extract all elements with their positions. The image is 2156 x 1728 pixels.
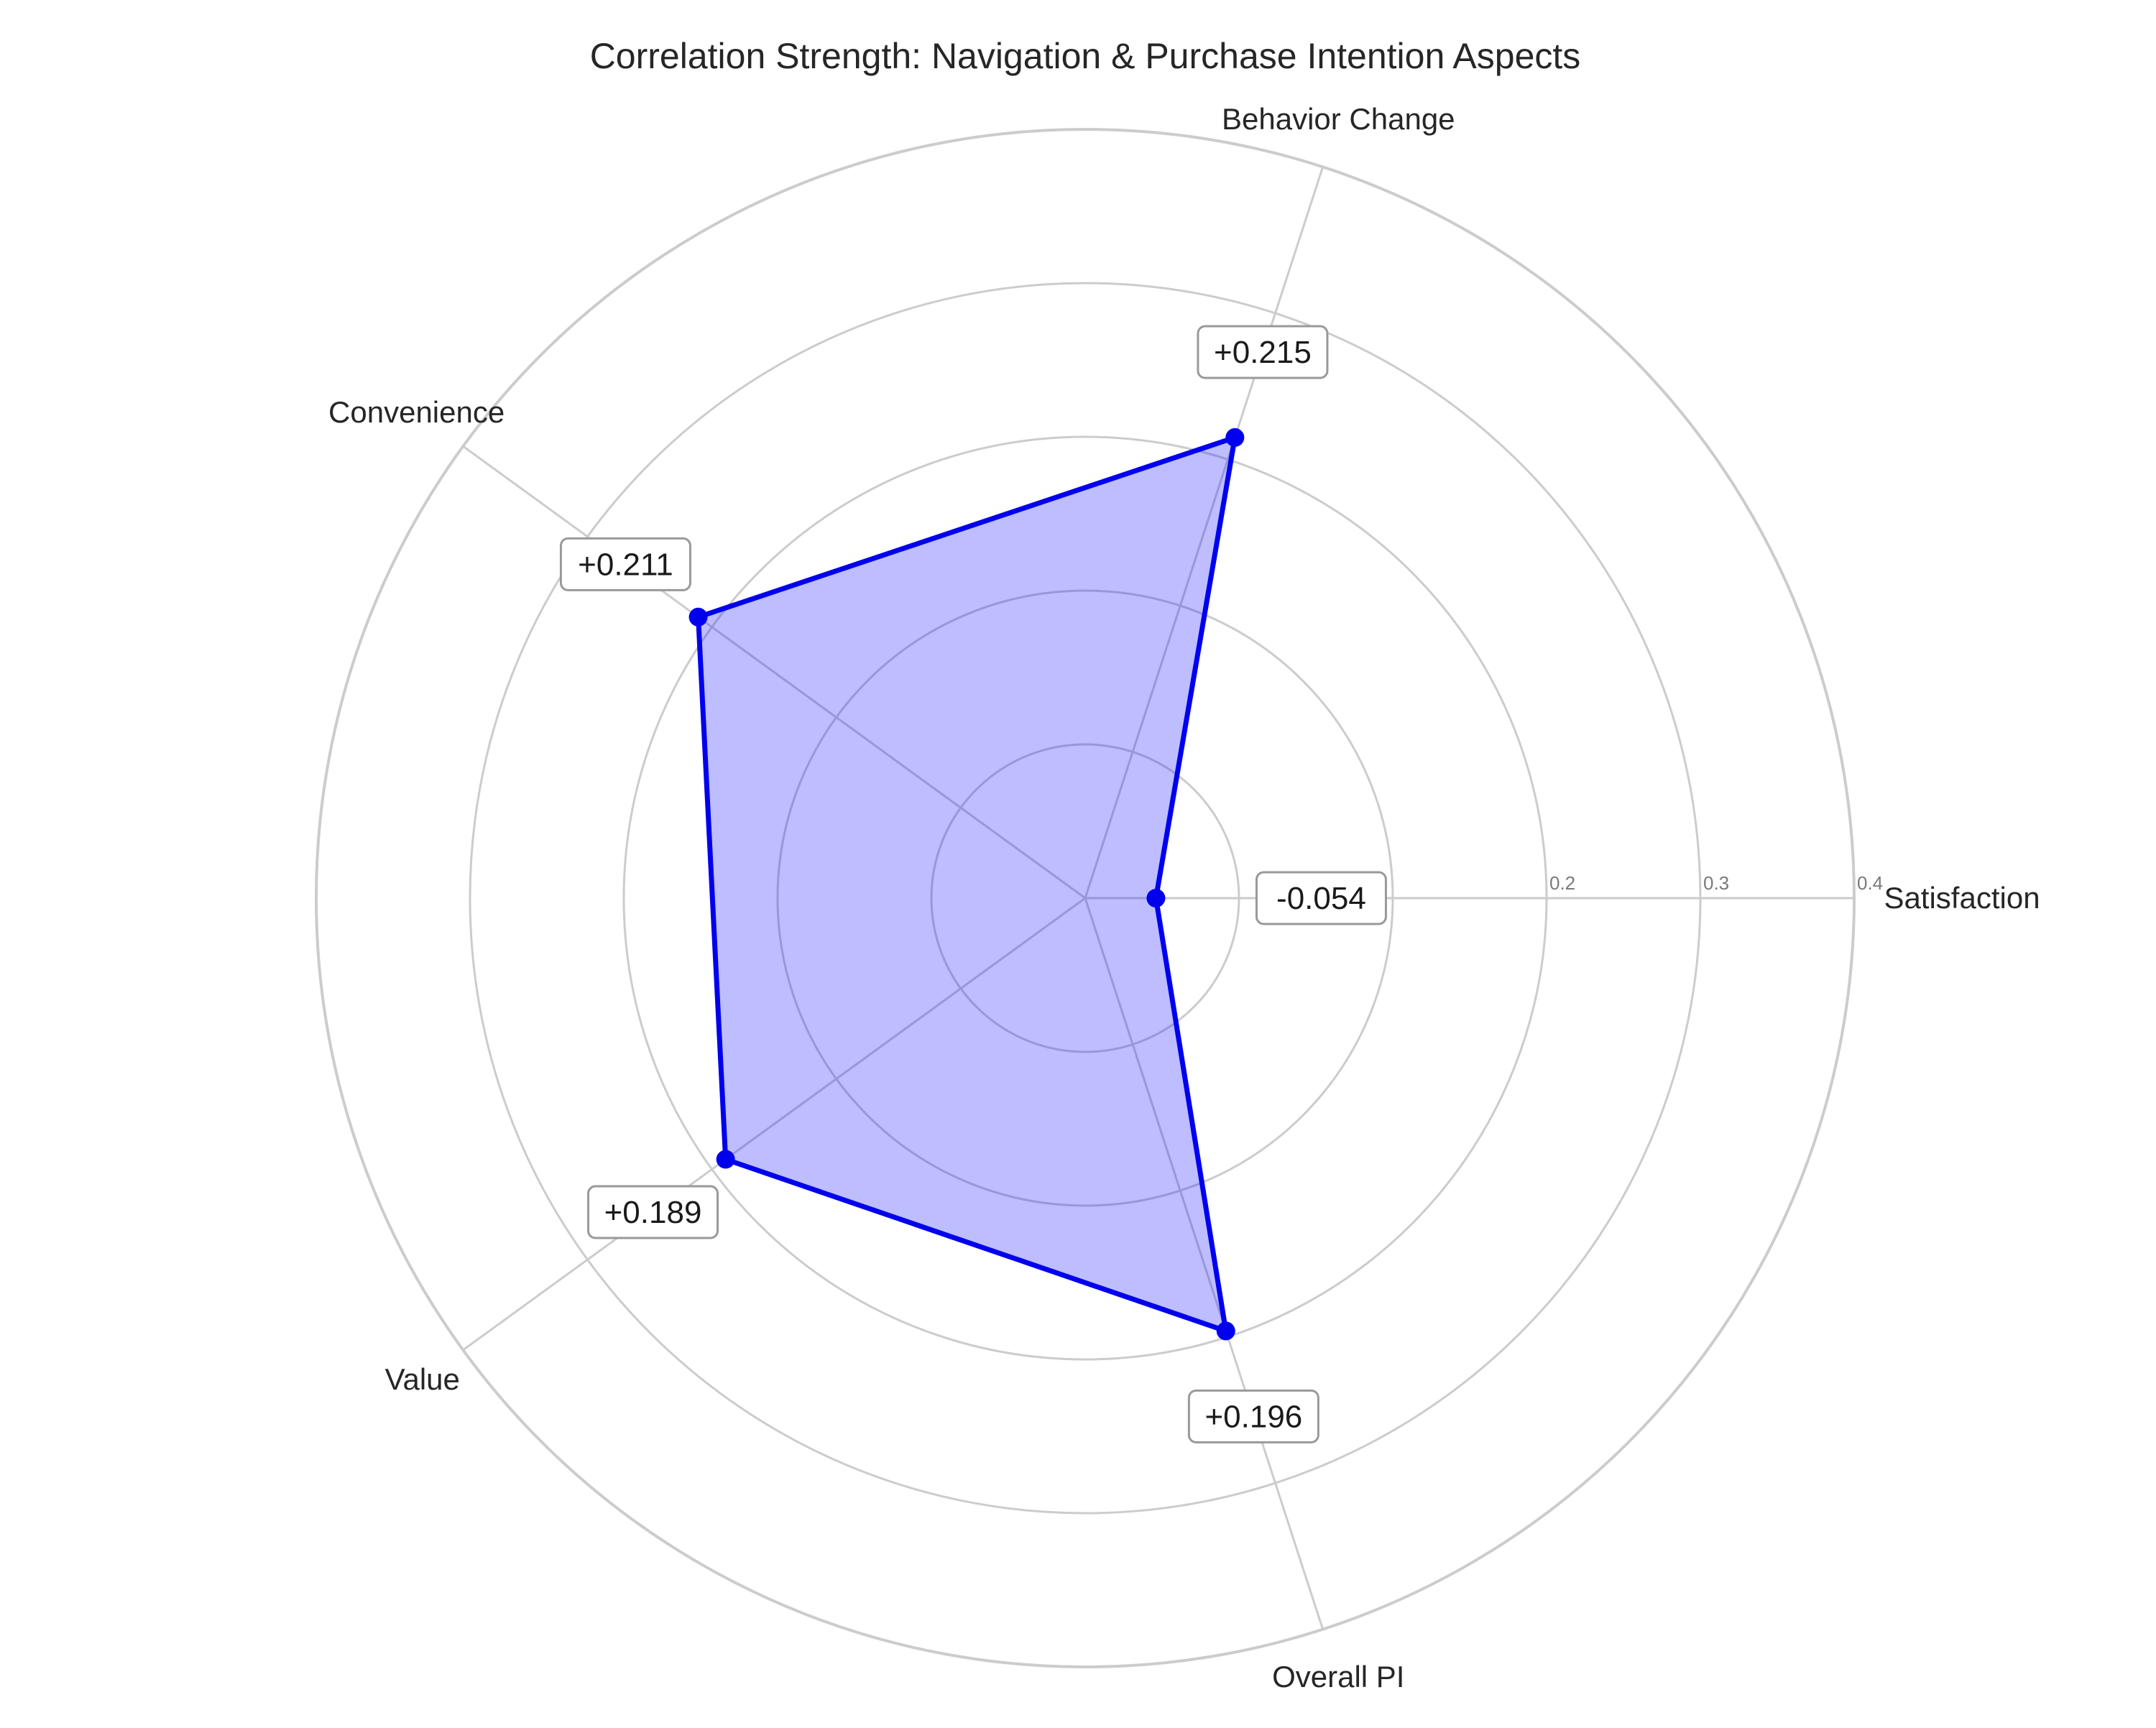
value-label-box [559, 537, 691, 591]
grid-spoke [1084, 166, 1325, 899]
data-point [1216, 1321, 1235, 1341]
data-point [688, 607, 708, 627]
r-tick-label: 0.3 [1703, 872, 1729, 894]
radar-labels: 0.2 0.3 0.4 Satisfaction Behavior Change Conv… [328, 102, 2040, 1694]
category-label: Behavior Change [1222, 102, 1455, 136]
category-label: Convenience [328, 395, 505, 429]
value-label: +0.211 [578, 547, 673, 582]
radar-grid [315, 128, 1856, 1668]
value-label-box [1255, 871, 1387, 925]
category-label: Overall PI [1272, 1660, 1404, 1694]
r-tick-label: 0.2 [1549, 872, 1575, 894]
category-label: Satisfaction [1884, 881, 2040, 915]
value-label-box [1197, 325, 1329, 379]
r-tick-label: 0.4 [1857, 872, 1883, 894]
grid-spoke [1084, 897, 1325, 1630]
value-label: +0.196 [1204, 1399, 1302, 1434]
value-label: +0.215 [1214, 335, 1312, 370]
chart-title: Correlation Strength: Navigation & Purch… [590, 36, 1581, 76]
series-area [695, 433, 1238, 1335]
value-label-box [1187, 1389, 1319, 1443]
value-label-box [587, 1185, 719, 1239]
category-label: Value [385, 1362, 460, 1396]
data-point [716, 1150, 735, 1169]
grid-spoke [462, 897, 1086, 1352]
value-label: +0.189 [604, 1195, 702, 1230]
grid-spoke [462, 445, 1086, 900]
data-point [1225, 428, 1245, 447]
radar-series [688, 428, 1245, 1341]
value-label: -0.054 [1276, 881, 1366, 916]
data-point [1146, 889, 1166, 907]
